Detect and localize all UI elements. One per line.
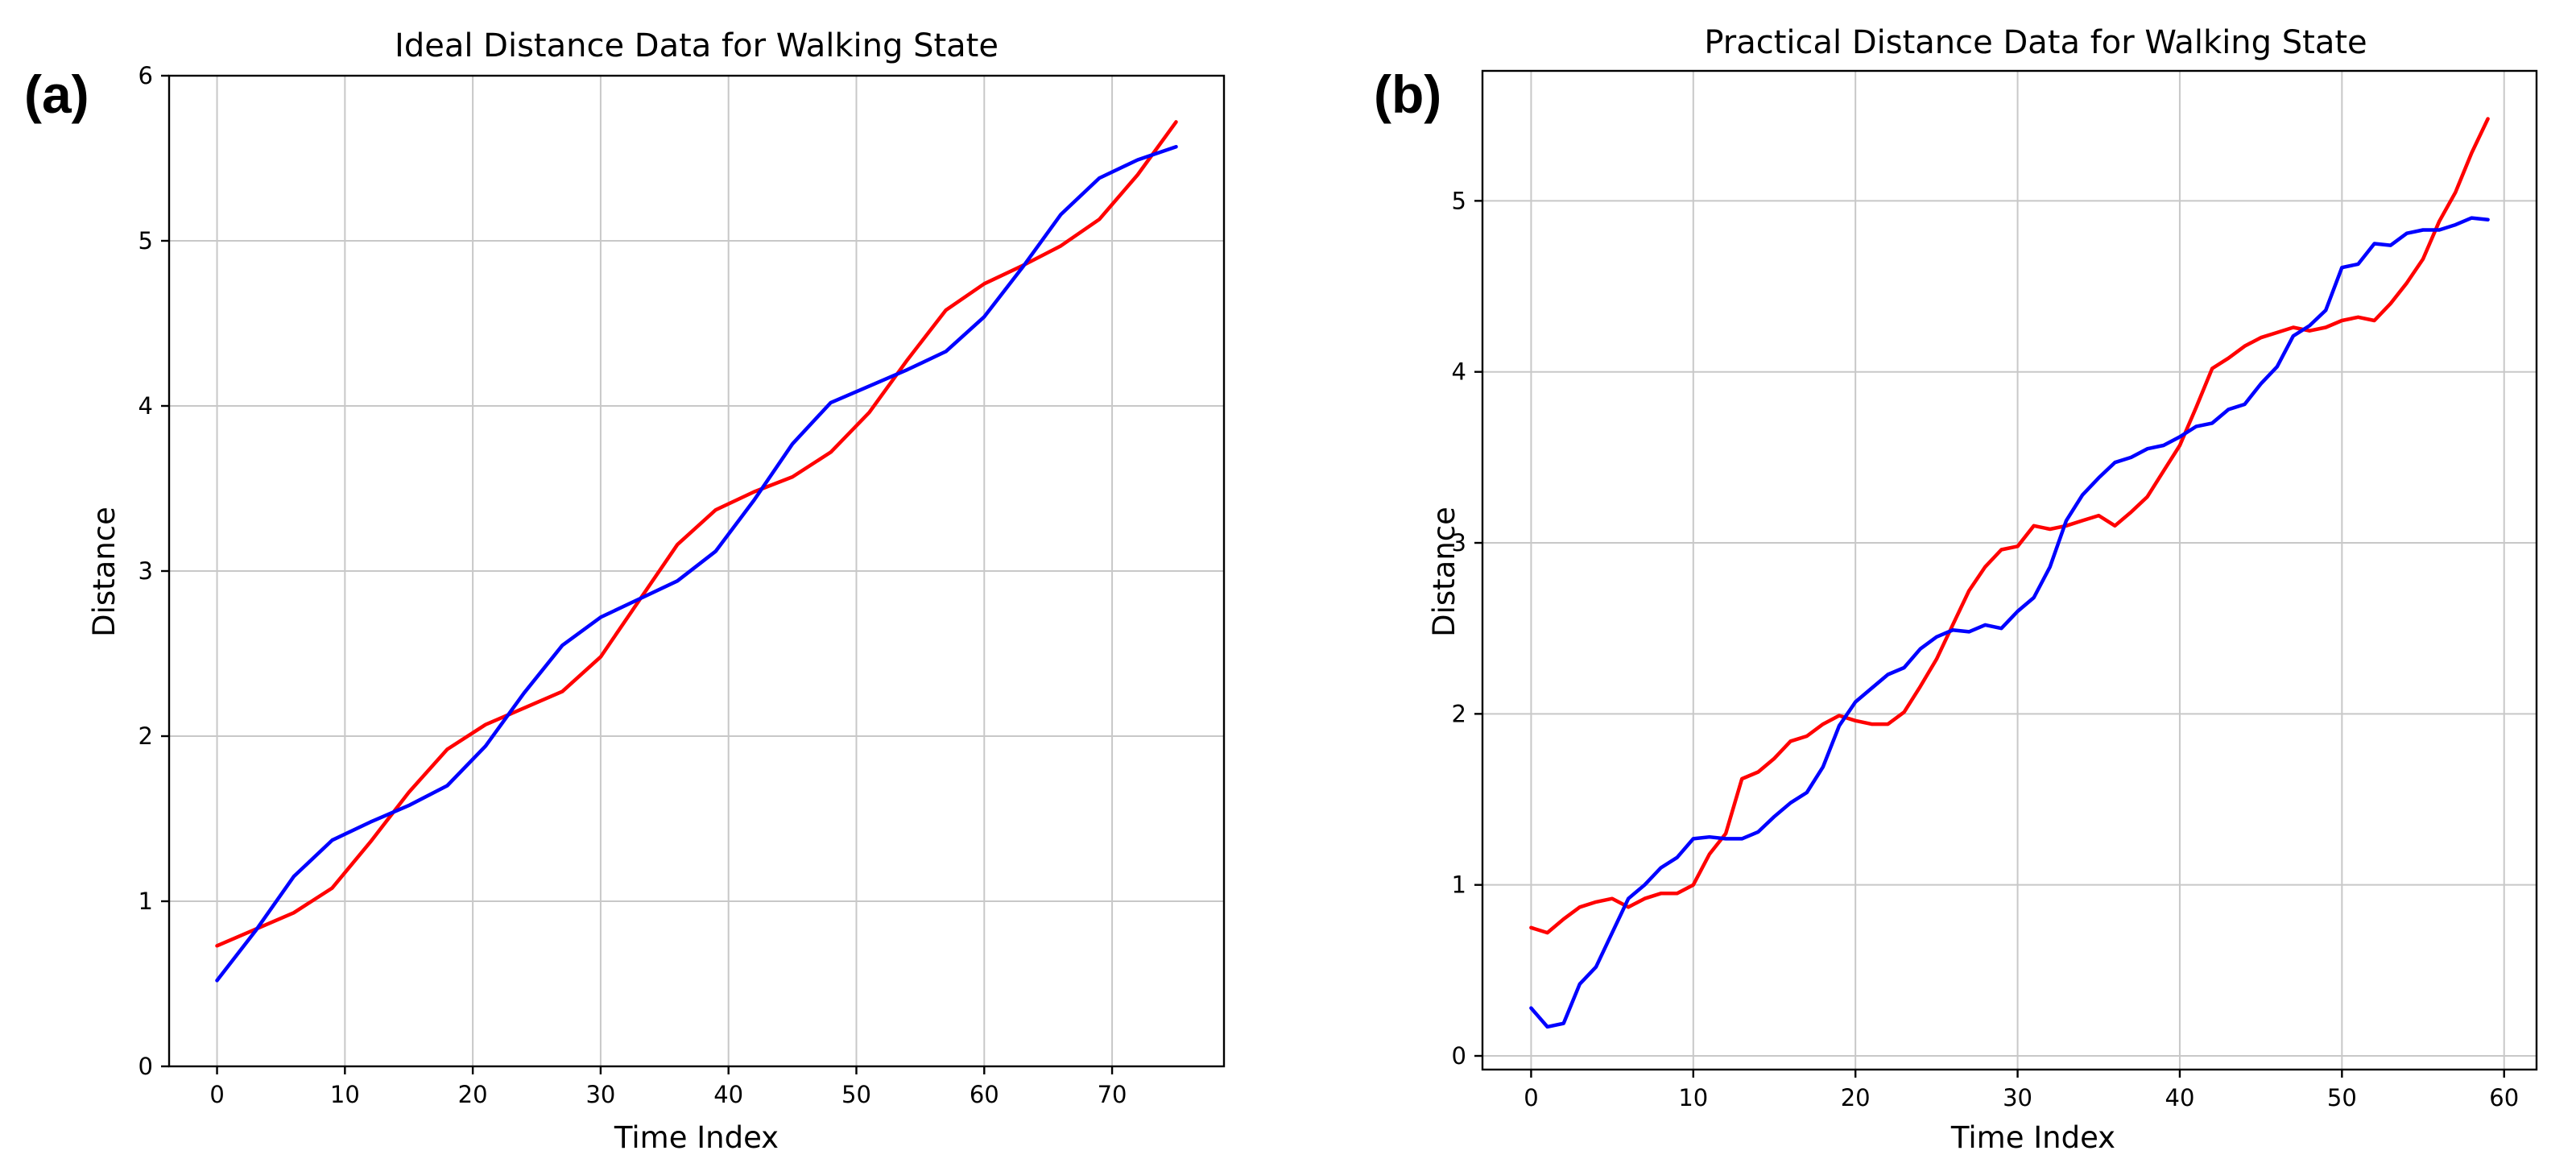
panel-a: (a) Ideal Distance Data for Walking Stat… xyxy=(24,27,1226,1155)
y-tick-label: 3 xyxy=(1452,529,1466,557)
x-tick-label: 20 xyxy=(1841,1084,1871,1111)
panel-b-title: Practical Distance Data for Walking Stat… xyxy=(1704,24,2367,61)
x-tick-label: 0 xyxy=(209,1081,224,1108)
y-tick-label: 2 xyxy=(1452,700,1466,727)
y-tick-label: 4 xyxy=(1452,358,1466,386)
panel-a-label: (a) xyxy=(24,64,89,124)
x-tick-label: 50 xyxy=(841,1081,871,1108)
panel-b-ylabel: Distance xyxy=(1427,507,1462,637)
y-tick-label: 6 xyxy=(139,62,153,89)
y-tick-label: 5 xyxy=(1452,187,1466,214)
series-line-blue xyxy=(215,144,1178,983)
series-line-blue xyxy=(1529,216,2490,1029)
y-tick-label: 4 xyxy=(139,392,153,420)
panel-b-label: (b) xyxy=(1374,64,1441,124)
x-tick-label: 40 xyxy=(2165,1084,2195,1111)
x-tick-label: 70 xyxy=(1098,1081,1127,1108)
series-line-red xyxy=(215,120,1178,948)
y-tick-label: 1 xyxy=(139,888,153,915)
panel-a-title: Ideal Distance Data for Walking State xyxy=(395,27,999,64)
series-line-red xyxy=(1529,117,2490,935)
panel-a-xlabel: Time Index xyxy=(614,1120,779,1155)
panel-a-series xyxy=(215,120,1178,983)
x-tick-label: 30 xyxy=(585,1081,615,1108)
panel-b-series xyxy=(1529,117,2490,1029)
x-tick-label: 20 xyxy=(458,1081,488,1108)
x-tick-label: 50 xyxy=(2327,1084,2357,1111)
x-tick-label: 60 xyxy=(2489,1084,2519,1111)
panel-b: (b) Practical Distance Data for Walking … xyxy=(1374,24,2538,1155)
y-tick-label: 2 xyxy=(139,722,153,750)
x-tick-label: 10 xyxy=(330,1081,360,1108)
y-tick-label: 3 xyxy=(139,557,153,585)
x-tick-label: 0 xyxy=(1524,1084,1538,1111)
panel-b-frame xyxy=(1481,69,2538,1071)
y-tick-label: 1 xyxy=(1452,871,1466,899)
x-tick-label: 10 xyxy=(1678,1084,1708,1111)
x-tick-label: 30 xyxy=(2003,1084,2032,1111)
panel-b-xlabel: Time Index xyxy=(1950,1120,2115,1155)
panel-a-grid xyxy=(169,75,1224,1067)
y-tick-label: 0 xyxy=(1452,1042,1466,1070)
panel-b-grid xyxy=(1482,71,2537,1070)
panel-a-ticks: 0 10 20 30 40 50 60 70 0 1 2 3 4 5 6 xyxy=(139,62,1127,1108)
panel-a-ylabel: Distance xyxy=(87,507,122,637)
x-tick-label: 40 xyxy=(713,1081,743,1108)
panel-b-ticks: 0 10 20 30 40 50 60 0 1 2 3 4 5 xyxy=(1452,187,2520,1111)
y-tick-label: 5 xyxy=(139,227,153,255)
y-tick-label: 0 xyxy=(139,1053,153,1080)
x-tick-label: 60 xyxy=(970,1081,999,1108)
